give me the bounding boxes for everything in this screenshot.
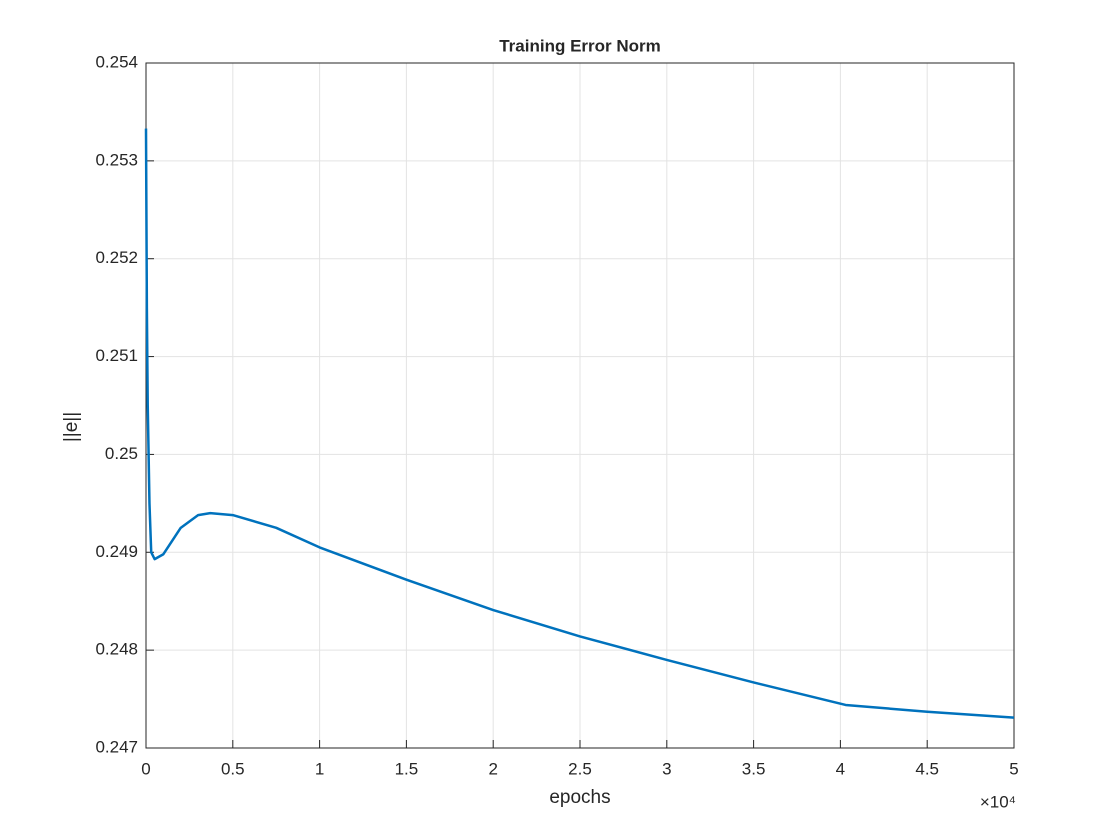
y-tick-label: 0.25	[105, 444, 138, 463]
x-tick-label: 5	[1009, 759, 1018, 778]
x-tick-label: 3.5	[742, 759, 766, 778]
y-tick-label: 0.252	[95, 248, 138, 267]
x-tick-label: 0.5	[221, 759, 245, 778]
x-tick-label: 1.5	[395, 759, 419, 778]
y-axis-label: ||e||	[61, 412, 82, 442]
x-tick-label: 4	[836, 759, 845, 778]
x-tick-label: 2	[488, 759, 497, 778]
y-tick-label: 0.254	[95, 52, 138, 71]
x-tick-label: 2.5	[568, 759, 592, 778]
plot-frame	[145, 62, 1015, 749]
x-multiplier: ×10⁴	[980, 792, 1016, 811]
data-line	[144, 128, 1015, 719]
y-tick-label: 0.249	[95, 542, 138, 561]
chart-title: Training Error Norm	[499, 36, 661, 55]
x-tick-label: 1	[315, 759, 324, 778]
y-tick-label: 0.247	[95, 737, 138, 756]
y-tick-label: 0.251	[95, 346, 138, 365]
x-tick-label: 0	[141, 759, 150, 778]
x-axis-label: epochs	[549, 787, 610, 808]
y-tick-label: 0.248	[95, 640, 138, 659]
x-tick-label: 4.5	[915, 759, 939, 778]
y-tick-label: 0.253	[95, 150, 138, 169]
x-tick-label: 3	[662, 759, 671, 778]
